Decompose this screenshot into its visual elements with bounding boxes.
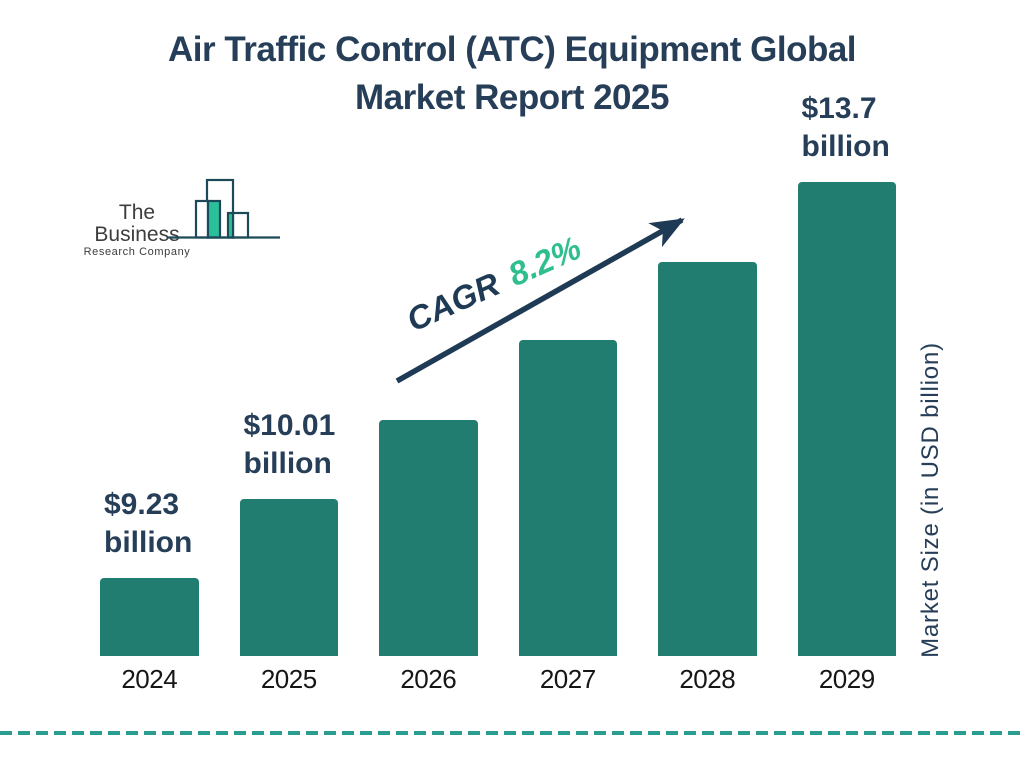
- x-axis-label-2024: 2024: [121, 664, 178, 694]
- company-logo: The Business Research Company: [76, 176, 288, 258]
- bar-2027: [518, 340, 617, 656]
- page-title-line2: Market Report 2025: [355, 78, 669, 117]
- x-axis-label-2028: 2028: [679, 664, 736, 694]
- y-axis-title: Market Size (in USD billion): [917, 342, 944, 658]
- bar-2025: [239, 499, 338, 656]
- bar-2029: [797, 182, 896, 656]
- x-axis-label-2027: 2027: [539, 664, 596, 694]
- bar-2028: [658, 262, 757, 656]
- value-label-2029: $13.7 billion: [801, 92, 890, 163]
- value-label-2025: $10.01 billion: [243, 409, 336, 480]
- company-name: The Business: [94, 201, 180, 246]
- x-axis-label-2029: 2029: [818, 664, 875, 694]
- cagr-label: CAGR: [401, 265, 505, 339]
- cagr-value: 8.2%: [502, 228, 587, 294]
- cagr-annotation: CAGR8.2%: [401, 229, 587, 340]
- x-axis-label-2025: 2025: [260, 664, 317, 694]
- page-title: Air Traffic Control (ATC) Equipment Glob…: [0, 26, 1024, 122]
- company-subname: Research Company: [83, 246, 191, 258]
- bar-2024: [100, 578, 199, 656]
- bar-2026: [379, 420, 478, 656]
- company-logo-text: The Business Research Company: [76, 202, 198, 259]
- value-label-2024: $9.23 billion: [104, 488, 193, 559]
- page-title-line1: Air Traffic Control (ATC) Equipment Glob…: [167, 30, 857, 69]
- x-axis-label-2026: 2026: [400, 664, 457, 694]
- bar-chart-logo-icon: [167, 178, 280, 239]
